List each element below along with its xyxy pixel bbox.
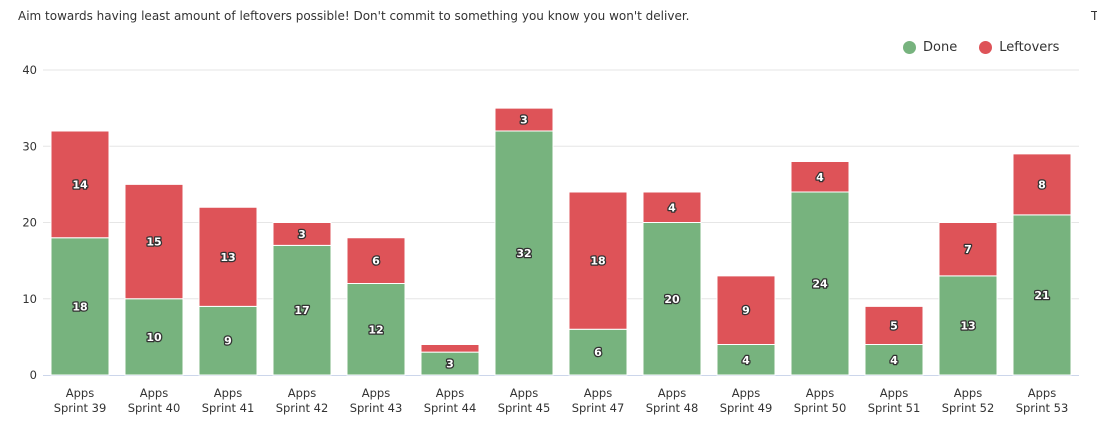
bar-leftovers[interactable] (198, 206, 258, 307)
bar-leftovers[interactable] (790, 161, 850, 193)
x-tick-label: Sprint 53 (1016, 401, 1069, 415)
data-label-done: 17 (294, 304, 309, 317)
x-tick-label: Apps (362, 386, 390, 400)
data-label-leftovers: 7 (964, 243, 972, 256)
x-tick-label: Sprint 44 (424, 401, 477, 415)
bar-done[interactable] (568, 328, 628, 376)
y-tick-label: 40 (22, 63, 37, 77)
bar-done[interactable] (198, 305, 258, 376)
bar-leftovers[interactable] (716, 275, 776, 345)
x-tick-label: Sprint 51 (868, 401, 921, 415)
data-label-leftovers: 14 (72, 178, 88, 191)
legend-label-done: Done (923, 40, 958, 55)
x-tick-label: Sprint 42 (276, 401, 329, 415)
bar-leftovers[interactable] (420, 344, 480, 353)
truncated-header-text: T (1091, 9, 1097, 23)
bar-done[interactable] (346, 283, 406, 376)
chart-legend: Done Leftovers (903, 40, 1059, 55)
data-label-leftovers: 15 (146, 236, 161, 249)
data-label-leftovers: 6 (372, 255, 380, 268)
x-tick-label: Sprint 41 (202, 401, 255, 415)
chart-subtitle: Aim towards having least amount of lefto… (18, 9, 690, 23)
data-label-done: 24 (812, 278, 828, 291)
bar-leftovers[interactable] (272, 222, 332, 246)
legend-dot-leftovers-icon (979, 41, 993, 54)
data-label-leftovers: 5 (890, 319, 898, 332)
x-tick-label: Sprint 50 (794, 401, 847, 415)
x-tick-label: Sprint 45 (498, 401, 551, 415)
data-label-leftovers: 4 (816, 171, 824, 184)
x-tick-label: Sprint 39 (54, 401, 107, 415)
x-tick-label: Apps (658, 386, 686, 400)
data-label-done: 18 (72, 300, 87, 313)
data-label-done: 20 (664, 293, 680, 306)
x-tick-label: Apps (510, 386, 538, 400)
x-tick-label: Apps (880, 386, 908, 400)
data-label-done: 9 (224, 335, 232, 348)
bar-leftovers[interactable] (346, 237, 406, 284)
bar-leftovers[interactable] (124, 183, 184, 300)
x-tick-label: Apps (214, 386, 242, 400)
bar-done[interactable] (790, 191, 850, 376)
x-tick-label: Sprint 52 (942, 401, 995, 415)
data-label-done: 4 (742, 354, 750, 367)
x-tick-label: Apps (1028, 386, 1056, 400)
x-tick-label: Apps (66, 386, 94, 400)
bar-leftovers[interactable] (864, 305, 924, 345)
data-label-leftovers: 9 (742, 304, 750, 317)
x-tick-label: Apps (806, 386, 834, 400)
x-tick-label: Sprint 48 (646, 401, 699, 415)
x-tick-label: Apps (436, 386, 464, 400)
bar-done[interactable] (642, 222, 702, 376)
legend-label-leftovers: Leftovers (999, 40, 1060, 55)
bar-done[interactable] (272, 244, 332, 376)
data-label-done: 3 (446, 358, 454, 371)
bar-leftovers[interactable] (568, 191, 628, 330)
legend-dot-done-icon (903, 41, 916, 54)
data-label-done: 32 (516, 247, 531, 260)
bar-leftovers[interactable] (1012, 153, 1072, 216)
bar-leftovers[interactable] (50, 130, 110, 239)
data-label-leftovers: 3 (298, 228, 306, 241)
y-tick-label: 10 (22, 292, 37, 306)
x-tick-label: Sprint 43 (350, 401, 403, 415)
y-tick-label: 20 (22, 216, 37, 230)
data-label-done: 12 (368, 323, 383, 336)
x-tick-label: Apps (954, 386, 982, 400)
x-tick-label: Sprint 49 (720, 401, 773, 415)
data-label-leftovers: 18 (590, 255, 605, 268)
bar-leftovers[interactable] (494, 107, 554, 132)
bar-done[interactable] (1012, 214, 1072, 376)
y-tick-label: 30 (22, 139, 37, 153)
data-label-done: 4 (890, 354, 898, 367)
data-label-done: 10 (146, 331, 162, 344)
x-tick-label: Apps (584, 386, 612, 400)
x-tick-label: Sprint 47 (572, 401, 625, 415)
legend-item-leftovers[interactable]: Leftovers (979, 40, 1059, 55)
data-label-done: 6 (594, 346, 602, 359)
bar-done[interactable] (494, 130, 554, 376)
bar-done[interactable] (716, 344, 776, 376)
data-label-leftovers: 13 (220, 251, 235, 264)
bar-leftovers[interactable] (642, 191, 702, 223)
x-tick-label: Sprint 40 (128, 401, 181, 415)
data-label-leftovers: 8 (1038, 178, 1046, 191)
x-tick-label: Apps (732, 386, 760, 400)
y-tick-label: 0 (30, 368, 37, 382)
data-label-done: 21 (1034, 289, 1049, 302)
data-label-leftovers: 3 (520, 114, 528, 127)
data-label-leftovers: 4 (668, 201, 676, 214)
x-tick-label: Apps (140, 386, 168, 400)
bar-done[interactable] (938, 275, 998, 376)
bar-leftovers[interactable] (938, 222, 998, 277)
legend-item-done[interactable]: Done (903, 40, 957, 55)
x-tick-label: Apps (288, 386, 316, 400)
data-label-done: 13 (960, 319, 975, 332)
